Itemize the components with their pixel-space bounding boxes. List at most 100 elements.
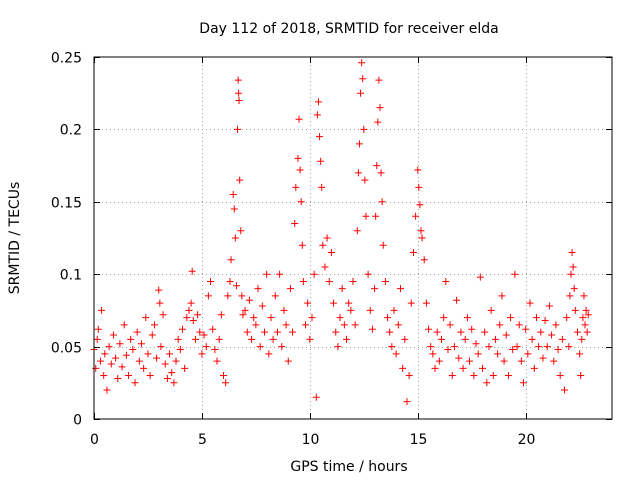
data-point — [571, 306, 579, 314]
data-point — [489, 372, 497, 380]
data-point — [325, 277, 333, 285]
data-point — [163, 374, 171, 382]
data-point — [507, 314, 515, 322]
data-point — [537, 328, 545, 336]
data-point — [278, 343, 286, 351]
data-point — [351, 321, 359, 329]
data-point — [302, 321, 310, 329]
data-point — [317, 157, 325, 165]
data-point — [235, 89, 243, 97]
data-point — [148, 331, 156, 339]
y-tick-label: 0 — [73, 413, 82, 429]
data-point — [312, 393, 320, 401]
data-point — [535, 343, 543, 351]
data-point — [425, 325, 433, 333]
data-point — [357, 89, 365, 97]
data-point — [483, 379, 491, 387]
data-point — [481, 328, 489, 336]
data-point — [463, 314, 471, 322]
data-point — [170, 379, 178, 387]
data-point — [92, 364, 100, 372]
data-point — [377, 169, 385, 177]
data-point — [103, 386, 111, 394]
data-point — [166, 350, 174, 358]
data-point — [466, 357, 474, 365]
data-point — [358, 59, 366, 67]
data-point — [580, 292, 588, 300]
data-point — [373, 162, 381, 170]
data-point — [150, 321, 158, 329]
data-point — [583, 328, 591, 336]
data-point — [450, 343, 458, 351]
data-point — [579, 314, 587, 322]
data-point — [213, 357, 221, 365]
data-point — [318, 183, 326, 191]
data-point — [530, 364, 538, 372]
data-point — [429, 350, 437, 358]
data-point — [552, 321, 560, 329]
data-point — [211, 345, 219, 353]
data-point — [570, 285, 578, 293]
data-point — [250, 314, 258, 322]
data-point — [267, 314, 275, 322]
data-point — [239, 311, 247, 319]
data-point — [522, 325, 530, 333]
data-point — [500, 357, 508, 365]
data-point — [498, 292, 506, 300]
data-point — [140, 364, 148, 372]
data-point — [378, 198, 386, 206]
data-point — [584, 311, 592, 319]
data-point — [241, 306, 249, 314]
data-point — [209, 325, 217, 333]
data-point — [435, 357, 443, 365]
data-point — [94, 325, 102, 333]
data-point — [196, 328, 204, 336]
data-point — [496, 321, 504, 329]
data-point — [131, 379, 139, 387]
data-point — [271, 292, 279, 300]
data-point — [461, 335, 469, 343]
data-point — [386, 328, 394, 336]
data-point — [189, 317, 197, 325]
data-point — [125, 372, 133, 380]
data-point — [114, 374, 122, 382]
data-point — [576, 350, 584, 358]
data-point — [330, 299, 338, 307]
data-point — [234, 125, 242, 133]
data-point — [550, 357, 558, 365]
data-point — [286, 285, 294, 293]
data-point — [252, 321, 260, 329]
data-point — [191, 335, 199, 343]
data-point — [168, 369, 176, 377]
data-point — [245, 296, 253, 304]
y-tick-label: 0.1 — [60, 268, 82, 284]
data-point — [161, 360, 169, 368]
y-tick-label: 0.15 — [51, 196, 82, 212]
data-point — [528, 335, 536, 343]
data-point — [366, 306, 374, 314]
data-point — [137, 340, 145, 348]
data-point — [442, 277, 450, 285]
data-point — [112, 354, 120, 362]
data-point — [198, 350, 206, 358]
data-point — [511, 270, 519, 278]
data-point — [93, 335, 101, 343]
data-points — [90, 59, 592, 406]
data-point — [491, 335, 499, 343]
data-point — [545, 302, 553, 310]
data-point — [155, 286, 163, 294]
data-point — [526, 299, 534, 307]
axis-ticks: 0 0.05 0.1 0.15 0.2 0.25 0 5 10 15 20 — [51, 51, 612, 448]
data-point — [376, 104, 384, 112]
data-point — [332, 328, 340, 336]
data-point — [176, 345, 184, 353]
data-point — [433, 328, 441, 336]
data-point — [229, 191, 237, 199]
data-point — [561, 386, 569, 394]
data-point — [340, 321, 348, 329]
data-point — [100, 372, 108, 380]
data-point — [374, 118, 382, 126]
data-point — [292, 183, 300, 191]
data-point — [487, 306, 495, 314]
